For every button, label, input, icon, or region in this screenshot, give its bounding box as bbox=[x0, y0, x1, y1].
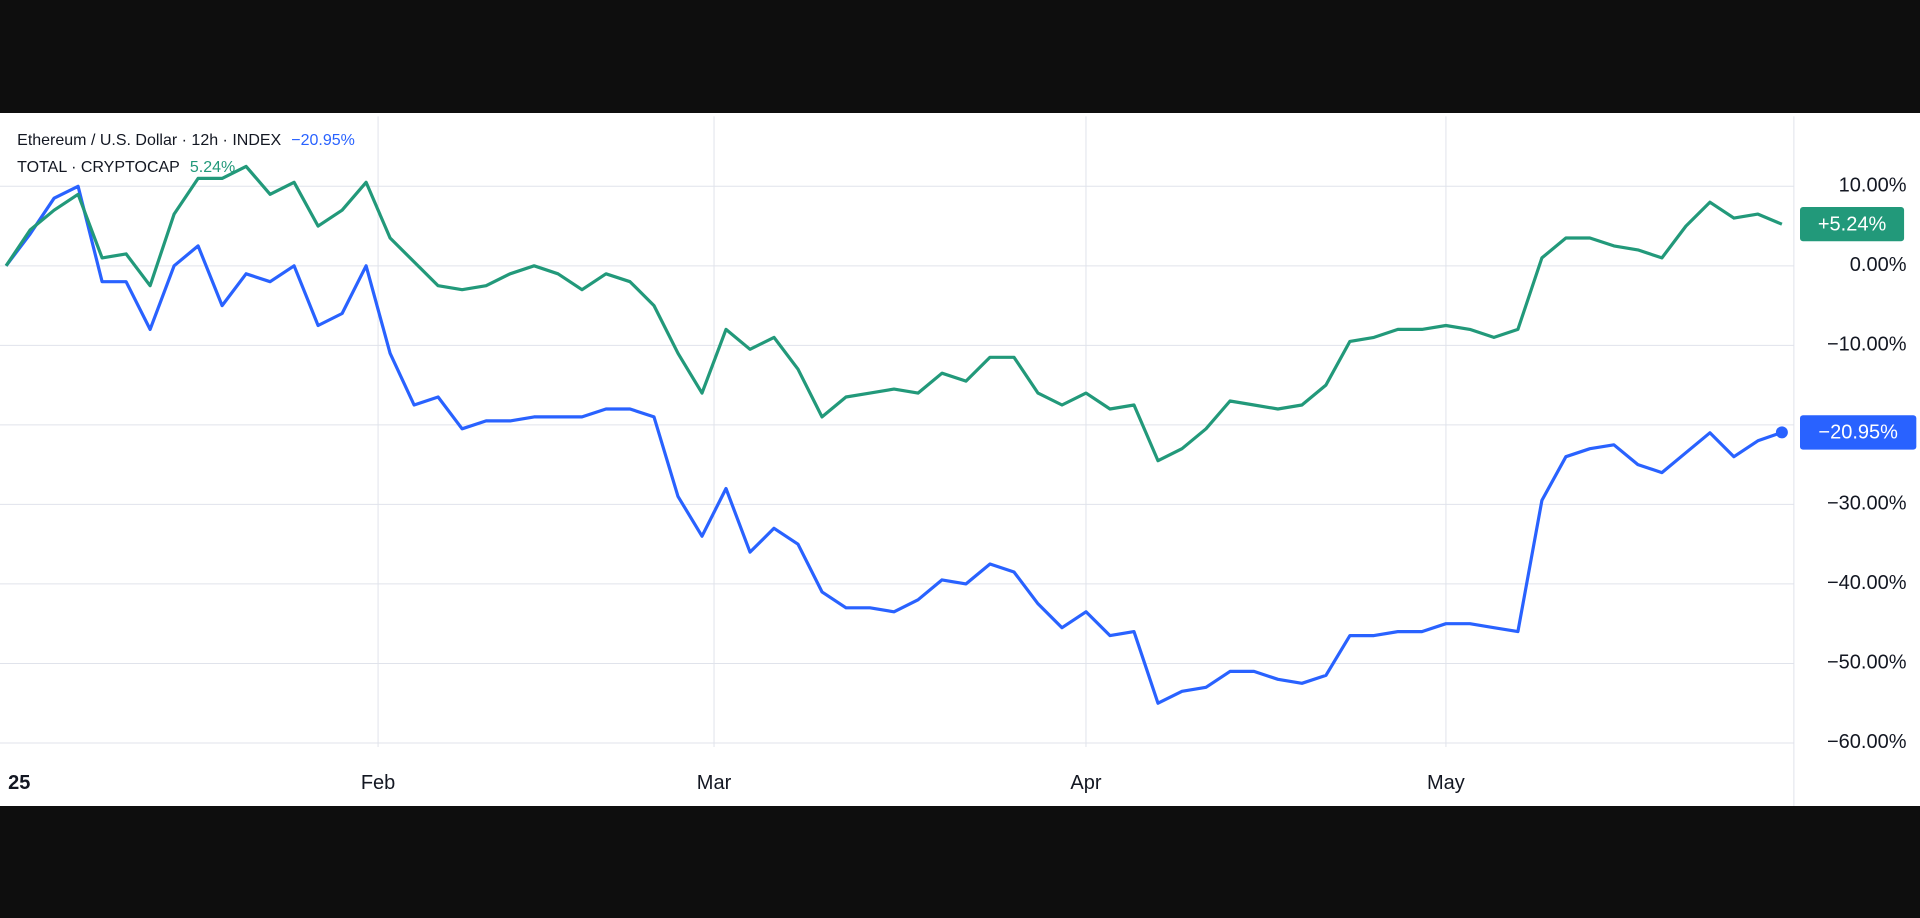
last-value-label: +5.24% bbox=[1818, 213, 1887, 235]
legend-value: −20.95% bbox=[291, 132, 355, 149]
last-value-label: −20.95% bbox=[1818, 422, 1898, 444]
x-tick-label: Mar bbox=[697, 772, 732, 794]
series-line bbox=[4, 164, 1783, 463]
last-point bbox=[1775, 426, 1788, 439]
y-tick-label: −50.00% bbox=[1827, 652, 1907, 674]
y-tick-label: −40.00% bbox=[1827, 572, 1907, 594]
legend-name: Ethereum / U.S. Dollar · 12h · INDEX bbox=[17, 132, 281, 149]
y-tick-label: 10.00% bbox=[1839, 175, 1907, 197]
grid bbox=[0, 116, 1795, 806]
x-tick-label: Apr bbox=[1070, 772, 1101, 794]
last-value-badge bbox=[1800, 207, 1905, 242]
y-tick-label: −30.00% bbox=[1827, 493, 1907, 515]
legend-value: 5.24% bbox=[190, 159, 235, 176]
y-tick-label: −10.00% bbox=[1827, 334, 1907, 356]
x-tick-label: May bbox=[1427, 772, 1465, 794]
legend-name: TOTAL · CRYPTOCAP bbox=[17, 159, 180, 176]
y-tick-label: −60.00% bbox=[1827, 731, 1907, 753]
series-line bbox=[4, 184, 1783, 705]
lines bbox=[4, 164, 1788, 705]
x-tick-label: Feb bbox=[361, 772, 395, 794]
chart-panel bbox=[0, 113, 1920, 806]
y-tick-label: 0.00% bbox=[1850, 254, 1907, 276]
x-tick-label: 25 bbox=[8, 772, 30, 794]
last-value-badge bbox=[1800, 415, 1917, 450]
labels: 10.00%0.00%−10.00%−20.00%−30.00%−40.00%−… bbox=[8, 132, 1917, 794]
